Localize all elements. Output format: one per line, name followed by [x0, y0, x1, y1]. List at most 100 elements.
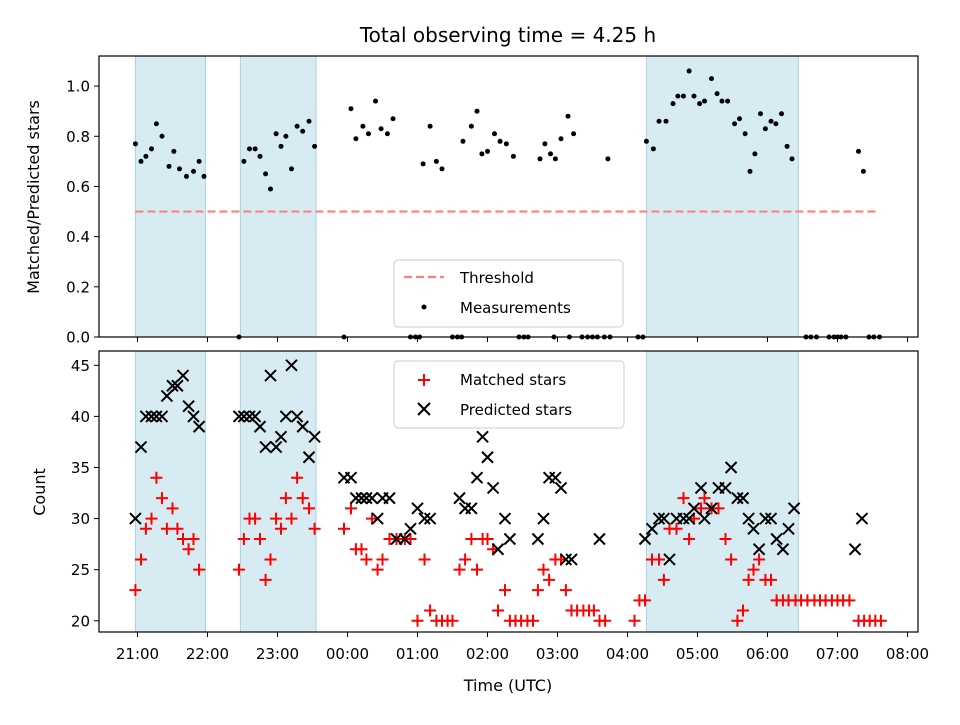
matched-star-marker [683, 533, 696, 546]
measurement-point [300, 128, 306, 134]
matched-star-marker [366, 512, 378, 525]
matched-star-marker [599, 614, 612, 627]
predicted-star-marker [160, 389, 174, 403]
predicted-star-marker [453, 491, 466, 505]
predicted-star-marker [344, 471, 358, 484]
measurement-point [719, 98, 725, 104]
predicted-star-marker [192, 420, 206, 433]
measurement-point [143, 153, 149, 159]
x-tick-label: 02:00 [466, 645, 509, 663]
legend-predicted-swatch [417, 402, 431, 416]
predicted-star-marker [759, 512, 772, 525]
predicted-star-marker [423, 512, 437, 525]
matched-star-marker [543, 573, 556, 586]
matched-star-marker [424, 604, 437, 617]
predicted-star-marker [465, 502, 478, 515]
predicted-star-marker [383, 491, 396, 505]
predicted-star-marker [470, 471, 484, 484]
measurement-point [552, 156, 558, 162]
predicted-star-marker [232, 410, 246, 423]
predicted-star-marker [747, 522, 760, 536]
measurement-point [742, 131, 748, 137]
measurement-point [273, 131, 279, 137]
measurement-point [656, 118, 662, 124]
bottom-legend: Matched stars Predicted stars [393, 360, 625, 429]
matched-star-marker [345, 502, 357, 515]
x-tick-label: 03:00 [536, 645, 579, 663]
y-tick-label: 0.2 [66, 278, 90, 296]
y-tick-label: 45 [71, 357, 90, 375]
matched-star-marker [411, 614, 424, 627]
y-tick-label: 0.0 [66, 329, 90, 347]
x-tick-label: 04:00 [606, 645, 649, 663]
predicted-star-marker [481, 451, 494, 464]
y-tick-label: 25 [71, 561, 90, 579]
matched-star-marker [639, 594, 651, 607]
predicted-star-marker [638, 532, 652, 546]
measurement-point [312, 143, 318, 149]
measurement-point [373, 98, 378, 104]
predicted-star-marker [371, 512, 384, 525]
measurement-point [697, 101, 703, 107]
x-tick-label: 06:00 [746, 645, 789, 663]
measurement-point [278, 143, 284, 149]
predicted-star-marker [182, 399, 195, 413]
measurement-point [196, 158, 202, 164]
measurement-point [433, 158, 439, 164]
measurement-point [474, 108, 480, 114]
predicted-star-marker [486, 481, 500, 495]
predicted-star-marker [398, 532, 412, 546]
measurement-point [132, 141, 138, 147]
measurement-point [725, 98, 731, 104]
measurement-point [257, 153, 263, 159]
legend-threshold-label: Threshold [459, 269, 534, 287]
measurement-point [485, 148, 490, 154]
predicted-star-marker [155, 410, 169, 423]
matched-star-marker [459, 553, 472, 566]
predicted-star-marker [736, 491, 750, 505]
measurement-point [390, 116, 396, 122]
y-tick-label: 0.8 [66, 128, 90, 146]
predicted-star-marker [687, 502, 701, 515]
predicted-star-marker [176, 369, 190, 382]
measurement-point [468, 123, 474, 129]
measurement-point [420, 161, 426, 167]
matched-star-marker [376, 553, 389, 566]
matched-star-marker [657, 573, 670, 586]
matched-star-marker [193, 563, 206, 576]
matched-star-marker [171, 522, 184, 535]
matched-star-marker [360, 553, 373, 566]
y-tick-label: 20 [71, 612, 90, 630]
matched-star-marker [725, 553, 738, 566]
predicted-star-marker [308, 430, 321, 444]
matched-star-marker [499, 584, 511, 597]
matched-star-marker [275, 522, 287, 535]
bottom-x-ticks: 21:00 22:00 23:00 00:00 01:00 02:00 03:00 04:00… [116, 632, 929, 663]
predicted-star-marker [677, 512, 690, 525]
predicted-star-marker [274, 430, 288, 444]
measurement-point [714, 91, 720, 97]
matched-star-marker [737, 604, 749, 617]
predicted-star-marker [498, 512, 512, 525]
predicted-star-marker [770, 532, 783, 546]
matched-star-marker [747, 563, 760, 576]
legend-matched-swatch [418, 374, 430, 386]
observing-window-span [239, 350, 317, 633]
measurement-point [650, 146, 656, 152]
matched-star-marker [559, 584, 572, 597]
measurement-point [177, 166, 182, 172]
measurement-point [675, 93, 681, 99]
measurement-point [479, 151, 485, 157]
predicted-star-marker [559, 553, 573, 566]
matched-star-marker [653, 553, 665, 566]
matched-star-marker [135, 553, 147, 566]
matched-star-marker [712, 502, 725, 515]
y-tick-label: 30 [71, 510, 90, 528]
predicted-star-marker [243, 410, 256, 423]
measurement-point [605, 156, 611, 162]
predicted-star-marker [855, 512, 869, 525]
matched-star-marker [453, 563, 466, 576]
measurement-point [548, 151, 553, 157]
predicted-star-marker [259, 440, 272, 454]
